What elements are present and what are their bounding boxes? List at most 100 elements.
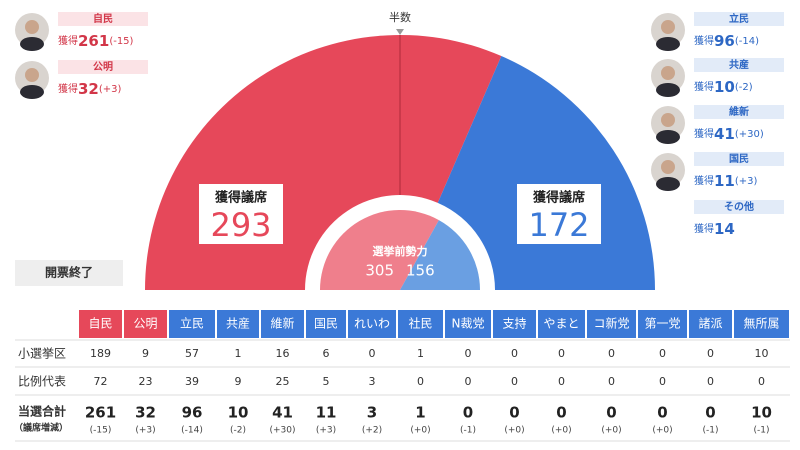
cell: 0 — [417, 375, 424, 388]
cell: 3 — [369, 375, 376, 388]
cell: 72 — [94, 375, 108, 388]
card-seats: 96 — [714, 32, 735, 50]
total-cell: 11 — [316, 404, 337, 422]
change-cell: (-1) — [703, 426, 719, 436]
cell: 0 — [608, 347, 615, 360]
table-header: 自民 — [88, 317, 112, 331]
total-cell: 1 — [415, 404, 425, 422]
table-header: 国民 — [314, 317, 338, 331]
cell: 0 — [707, 375, 714, 388]
card-change: (+3) — [99, 84, 122, 95]
photo-face — [661, 20, 675, 34]
status-box — [15, 260, 123, 286]
cell: 0 — [511, 375, 518, 388]
change-cell: (-2) — [230, 426, 246, 436]
table-header-cell — [306, 310, 346, 338]
card-seats: 41 — [714, 125, 735, 143]
change-cell: (-14) — [181, 426, 203, 436]
before-sector — [400, 220, 480, 290]
card-header — [694, 200, 784, 214]
card-change: (-2) — [735, 82, 753, 93]
seat-box — [197, 182, 285, 246]
change-cell: (+3) — [135, 426, 155, 436]
total-cell: 10 — [228, 404, 249, 422]
total-sublabel: （議席増減） — [14, 422, 68, 434]
table-header: 諸派 — [698, 316, 722, 331]
table-header-cell — [689, 310, 732, 338]
table-header-cell — [734, 310, 789, 338]
table-header: 維新 — [270, 316, 294, 331]
photo-suit — [656, 37, 680, 51]
total-cell: 10 — [751, 404, 772, 422]
before-sector — [320, 210, 439, 290]
card-result: 獲得10(-2) — [694, 78, 753, 96]
change-cell: (+0) — [551, 426, 571, 436]
card-name: 公明 — [93, 61, 113, 73]
row-label: 小選挙区 — [18, 347, 66, 361]
row-label: 比例代表 — [18, 375, 66, 389]
cell: 0 — [558, 375, 565, 388]
cell: 16 — [276, 347, 290, 360]
card-result: 獲得14 — [694, 220, 735, 238]
change-cell: (+3) — [316, 426, 336, 436]
card-header — [694, 152, 784, 166]
total-cell: 0 — [705, 404, 715, 422]
status: 開票終了 — [45, 265, 93, 280]
before-label: 選挙前勢力 — [373, 244, 428, 258]
photo-suit — [656, 83, 680, 97]
cell: 0 — [758, 375, 765, 388]
seat-box-label: 獲得議席 — [533, 190, 585, 206]
photo-suit — [20, 37, 44, 51]
before-value: 156 — [406, 262, 435, 280]
table-header-cell — [79, 310, 122, 338]
table-header-cell — [124, 310, 167, 338]
change-cell: (+2) — [362, 426, 382, 436]
table-header-cell — [261, 310, 304, 338]
cell: 25 — [276, 375, 290, 388]
total-cell: 261 — [85, 404, 116, 422]
total-cell: 3 — [367, 404, 377, 422]
table-header-cell — [538, 310, 585, 338]
card-seats: 11 — [714, 172, 735, 190]
seat-box-value: 293 — [210, 206, 271, 244]
change-cell: (+0) — [601, 426, 621, 436]
half-marker — [396, 29, 404, 35]
card-result: 獲得11(+3) — [694, 172, 758, 190]
card-result: 獲得261(-15) — [58, 32, 134, 50]
photo-face — [661, 160, 675, 174]
table-header: 公明 — [133, 317, 157, 331]
card-header — [694, 12, 784, 26]
card-result: 獲得32(+3) — [58, 80, 122, 98]
card-name: 国民 — [729, 153, 749, 165]
cell: 0 — [511, 347, 518, 360]
cell: 0 — [465, 347, 472, 360]
table-header-cell — [169, 310, 215, 338]
table-header: 共産 — [226, 316, 250, 331]
card-header — [694, 105, 784, 119]
table-header: やまと — [543, 317, 579, 331]
cell: 189 — [90, 347, 111, 360]
cell: 0 — [707, 347, 714, 360]
photo-suit — [656, 130, 680, 144]
card-result: 獲得96(-14) — [694, 32, 759, 50]
table-header: コ新党 — [593, 316, 629, 331]
change-cell: (+0) — [504, 426, 524, 436]
before-value: 305 — [365, 262, 394, 280]
card-change: (+3) — [735, 176, 758, 187]
card-header — [58, 60, 148, 74]
photo-suit — [656, 177, 680, 191]
cell: 0 — [659, 375, 666, 388]
card-seats: 32 — [78, 80, 99, 98]
cell: 0 — [558, 347, 565, 360]
photo-suit — [20, 85, 44, 99]
change-cell: (-15) — [90, 426, 112, 436]
card-header — [58, 12, 148, 26]
card-result: 獲得41(+30) — [694, 125, 764, 143]
change-cell: (+0) — [410, 426, 430, 436]
card-seats: 14 — [714, 220, 735, 238]
total-cell: 0 — [606, 404, 616, 422]
change-cell: (+30) — [269, 426, 295, 436]
cell: 10 — [755, 347, 769, 360]
change-cell: (+0) — [652, 426, 672, 436]
table-header: 社民 — [408, 316, 432, 331]
